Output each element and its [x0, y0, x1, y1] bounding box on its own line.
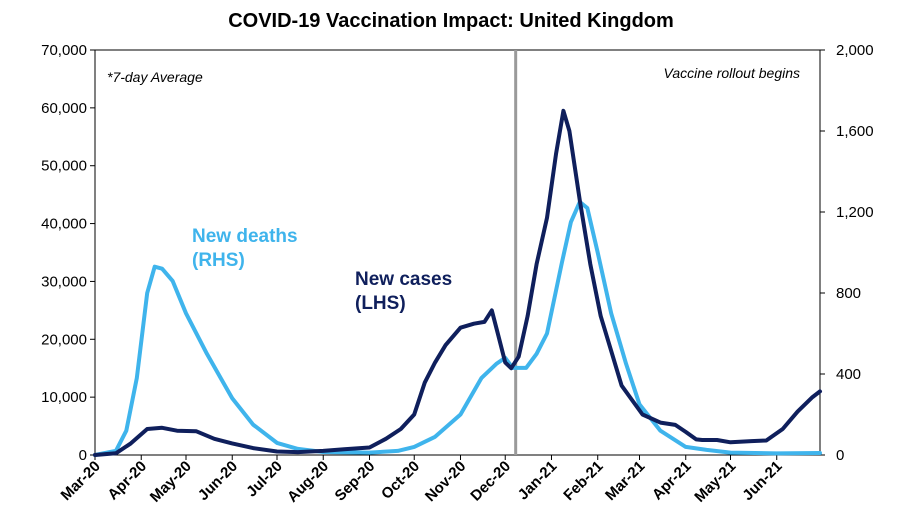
x-axis-tick-label: Oct-20 — [378, 458, 423, 503]
left-axis-tick-label: 0 — [79, 447, 87, 464]
new-cases-line — [93, 108, 822, 457]
average-note: *7-day Average — [107, 69, 203, 85]
x-axis-tick-label: Sep-20 — [332, 458, 379, 505]
x-axis-tick-label: Mar-21 — [602, 458, 648, 504]
vaccine-rollout-note: Vaccine rollout begins — [664, 65, 800, 81]
chart-title: COVID-19 Vaccination Impact: United King… — [228, 10, 674, 32]
left-axis-tick-label: 70,000 — [41, 42, 87, 59]
left-axis-tick-label: 50,000 — [41, 158, 87, 175]
left-axis-tick-label: 60,000 — [41, 100, 87, 117]
cases-series-label-line2: (LHS) — [355, 293, 406, 314]
deaths-series-label-line1: New deaths — [192, 226, 298, 247]
left-axis-tick-label: 10,000 — [41, 389, 87, 406]
series-lines — [93, 108, 822, 457]
x-axis-tick-label: May-20 — [147, 458, 195, 506]
left-axis-tick-label: 30,000 — [41, 273, 87, 290]
right-axis-tick-label: 1,600 — [836, 123, 874, 140]
left-axis-tick-label: 20,000 — [41, 331, 87, 348]
right-axis-tick-label: 1,200 — [836, 204, 874, 221]
right-axis-tick-label: 0 — [836, 447, 844, 464]
cases-series-label-line1: New cases — [355, 269, 452, 290]
left-axis-tick-label: 40,000 — [41, 216, 87, 233]
x-axis-tick-label: Jun-21 — [739, 458, 785, 504]
deaths-series-label-line2: (RHS) — [192, 250, 245, 271]
new-deaths-line — [93, 199, 822, 457]
x-axis-tick-label: Mar-20 — [58, 458, 104, 504]
right-axis-tick-label: 400 — [836, 366, 861, 383]
x-axis-tick-label: May-21 — [691, 458, 739, 506]
x-axis-tick-label: Feb-21 — [560, 458, 606, 504]
right-axis-tick-label: 800 — [836, 285, 861, 302]
x-axis-tick-label: Jan-21 — [515, 458, 561, 504]
x-axis-tick-label: Apr-20 — [104, 458, 150, 504]
x-axis-tick-label: Aug-20 — [284, 458, 332, 506]
right-axis-tick-label: 2,000 — [836, 42, 874, 59]
x-axis-tick-label: Nov-20 — [422, 458, 469, 505]
x-axis-tick-label: Jun-20 — [195, 458, 241, 504]
plot-frame — [94, 49, 821, 456]
x-axis-tick-label: Apr-21 — [649, 458, 695, 504]
x-axis-tick-label: Jul-20 — [243, 458, 286, 501]
x-axis-tick-label: Dec-20 — [467, 458, 514, 505]
